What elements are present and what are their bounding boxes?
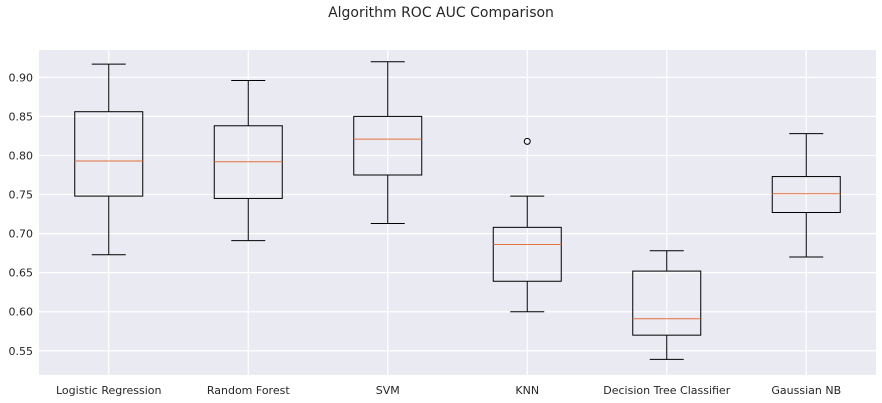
y-tick-label: 0.90 [9, 71, 34, 84]
chart-title: Algorithm ROC AUC Comparison [328, 5, 554, 21]
iqr-box [492, 226, 562, 282]
y-tick-label: 0.70 [9, 228, 34, 241]
x-tick-label: KNN [515, 384, 539, 397]
y-axis: 0.55 0.60 0.65 0.70 0.75 0.80 0.85 0.90 [9, 71, 34, 357]
x-tick-label: Gaussian NB [771, 384, 841, 397]
y-tick-label: 0.85 [9, 110, 34, 123]
box-knn [492, 137, 562, 313]
iqr-box [771, 176, 841, 213]
box-gaussian-nb [771, 133, 841, 258]
plot-area [39, 50, 876, 375]
box-random-forest [213, 79, 283, 242]
x-tick-label: Random Forest [207, 384, 290, 397]
iqr-box [353, 115, 423, 176]
x-axis: Logistic Regression Random Forest SVM KNN De… [56, 384, 841, 397]
y-tick-label: 0.65 [9, 267, 34, 280]
y-tick-label: 0.75 [9, 189, 34, 202]
box-svm [353, 61, 423, 224]
iqr-box [632, 270, 702, 336]
y-tick-label: 0.60 [9, 306, 34, 319]
iqr-box [74, 111, 144, 197]
box-decision-tree-classifier [632, 250, 702, 360]
boxes [74, 61, 841, 360]
box-logistic-regression [74, 63, 144, 256]
y-tick-label: 0.55 [9, 345, 34, 358]
y-tick-label: 0.80 [9, 149, 34, 162]
x-tick-label: SVM [376, 384, 400, 397]
outlier-point [523, 137, 531, 145]
x-tick-label: Decision Tree Classifier [603, 384, 730, 397]
x-tick-label: Logistic Regression [56, 384, 162, 397]
